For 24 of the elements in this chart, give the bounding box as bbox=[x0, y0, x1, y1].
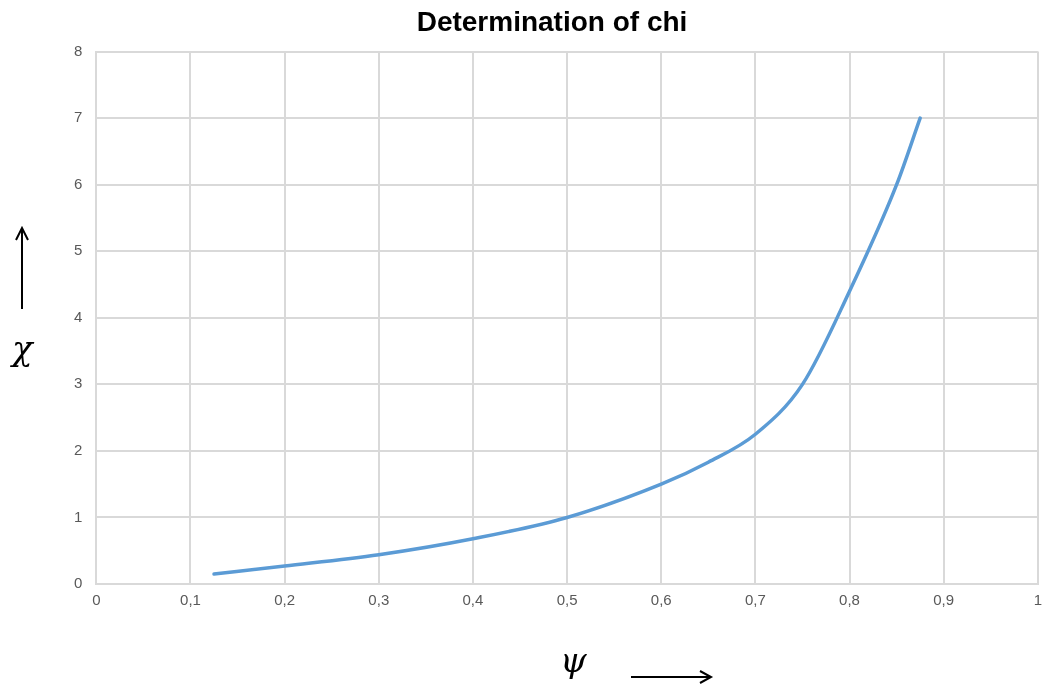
chart-title: Determination of chi bbox=[416, 5, 688, 37]
x-tick-label: 0,7 bbox=[744, 591, 766, 609]
x-tick-label: 0 bbox=[92, 591, 101, 609]
x-tick-label: 0,4 bbox=[462, 591, 484, 609]
x-tick-label: 0,2 bbox=[274, 591, 296, 609]
y-tick-label: 5 bbox=[74, 241, 83, 259]
y-tick-label: 3 bbox=[74, 374, 83, 392]
x-tick-label: 0,9 bbox=[933, 591, 955, 609]
x-tick-label: 0,8 bbox=[839, 591, 860, 609]
y-tick-label: 4 bbox=[74, 307, 83, 325]
y-tick-label: 1 bbox=[74, 507, 83, 525]
y-axis-title: χ bbox=[12, 328, 33, 368]
y-tick-label: 2 bbox=[74, 441, 83, 459]
x-axis-title: ψ bbox=[560, 640, 587, 680]
line-series bbox=[212, 116, 922, 576]
x-tick-label: 1 bbox=[1033, 591, 1042, 609]
x-tick-label: 0,5 bbox=[556, 591, 578, 609]
y-tick-label: 7 bbox=[74, 108, 83, 126]
x-tick-label: 0,1 bbox=[180, 591, 201, 609]
x-tick-label: 0,3 bbox=[368, 591, 390, 609]
y-tick-label: 0 bbox=[74, 574, 83, 592]
x-tick-label: 0,6 bbox=[650, 591, 672, 609]
y-tick-label: 6 bbox=[74, 174, 83, 192]
y-tick-label: 8 bbox=[74, 41, 83, 59]
